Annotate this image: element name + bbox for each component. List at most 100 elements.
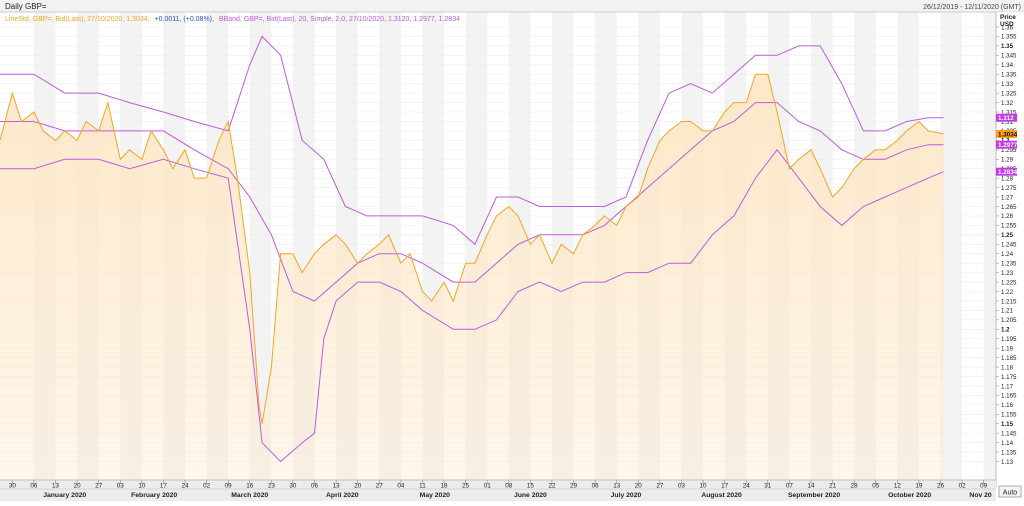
x-month-label: June 2020 [514, 492, 547, 499]
auto-scale-button[interactable] [998, 485, 1022, 498]
x-tick-label: 18 [441, 483, 449, 490]
x-tick-label: 31 [764, 483, 772, 490]
y-tick-label: 1.27 [1001, 194, 1014, 201]
y-tick-label: 1.185 [1001, 355, 1017, 362]
y-tick-label: 1.14 [1001, 440, 1014, 447]
y-tick-label: 1.31 [1001, 119, 1014, 126]
x-tick-label: 09 [980, 483, 988, 490]
x-tick-label: 08 [505, 483, 513, 490]
x-tick-label: 03 [678, 483, 686, 490]
x-tick-label: 27 [376, 483, 384, 490]
y-tick-label: 1.165 [1001, 393, 1017, 400]
legend-bband-label: BBand, GBP=, Bid(Last), 20, Simple, 2.0,… [219, 16, 460, 23]
y-tick-label: 1.135 [1001, 449, 1017, 456]
x-tick-label: 03 [117, 483, 125, 490]
week-band [940, 12, 963, 480]
x-tick-label: 24 [182, 483, 190, 490]
x-tick-label: 20 [635, 483, 643, 490]
legend-change: +0.0011, (+0.08%), [155, 16, 214, 23]
y-tick-label: 1.36 [1001, 24, 1014, 31]
x-tick-label: 20 [354, 483, 362, 490]
x-tick-label: 14 [807, 483, 815, 490]
y-tick-label: 1.22 [1001, 289, 1014, 296]
x-tick-label: 02 [203, 483, 211, 490]
legend: LineStd, GBP=, Bid(Last), 27/10/2020, 1.… [5, 16, 460, 23]
y-tick-label: 1.235 [1001, 260, 1017, 267]
date-range: 26/12/2019 - 12/11/2020 (GMT) [923, 4, 1021, 11]
x-tick-label: 16 [246, 483, 254, 490]
y-tick-label: 1.24 [1001, 251, 1014, 258]
price-badge-last [996, 129, 1017, 138]
y-tick-label: 1.34 [1001, 62, 1014, 69]
x-tick-label: 06 [30, 483, 38, 490]
bband-upper-line [0, 35, 944, 246]
x-tick-label: 13 [613, 483, 621, 490]
y-tick-label: 1.35 [1001, 43, 1014, 50]
y-tick-label: 1.195 [1001, 336, 1017, 343]
x-tick-label: 20 [74, 483, 82, 490]
week-band [983, 12, 996, 480]
y-tick-label: 1.15 [1001, 421, 1014, 428]
price-line [0, 73, 944, 424]
x-month-label: February 2020 [131, 492, 177, 499]
bband-lower-line [0, 148, 944, 463]
y-tick-label: 1.315 [1001, 109, 1017, 116]
price-area-fill [0, 74, 944, 480]
x-tick-label: 13 [52, 483, 60, 490]
x-tick-label: 30 [289, 483, 297, 490]
x-tick-label: 04 [397, 483, 405, 490]
y-tick-label: 1.29 [1001, 157, 1014, 164]
x-tick-label: 10 [138, 483, 146, 490]
x-tick-label: 17 [721, 483, 729, 490]
x-tick-label: 23 [268, 483, 276, 490]
x-tick-label: 15 [527, 483, 535, 490]
x-tick-label: 24 [743, 483, 751, 490]
y-tick-label: 1.17 [1001, 383, 1014, 390]
x-month-label: March 2020 [231, 492, 268, 499]
y-tick-label: 1.295 [1001, 147, 1017, 154]
price-axis-currency: USD [1000, 21, 1014, 28]
x-tick-label: 07 [786, 483, 794, 490]
x-tick-label: 17 [160, 483, 168, 490]
x-month-label: September 2020 [788, 492, 840, 499]
y-tick-label: 1.25 [1001, 232, 1014, 239]
x-tick-label: 27 [656, 483, 664, 490]
x-tick-label: 12 [894, 483, 902, 490]
x-tick-label: 30 [9, 483, 17, 490]
x-tick-label: 29 [570, 483, 578, 490]
y-tick-label: 1.325 [1001, 90, 1017, 97]
y-tick-label: 1.345 [1001, 53, 1017, 60]
x-tick-label: 09 [225, 483, 233, 490]
y-tick-label: 1.32 [1001, 100, 1014, 107]
x-tick-label: 10 [700, 483, 708, 490]
y-tick-label: 1.175 [1001, 374, 1017, 381]
window-title: Daily GBP= [5, 2, 47, 11]
x-month-label: January 2020 [43, 492, 86, 499]
x-month-label: Nov 20 [969, 492, 992, 499]
y-tick-label: 1.215 [1001, 298, 1017, 305]
x-tick-label: 28 [851, 483, 859, 490]
price-badge-label-mid: 1.2977 [998, 142, 1018, 149]
y-tick-label: 1.335 [1001, 72, 1017, 79]
x-tick-label: 25 [462, 483, 470, 490]
y-tick-label: 1.155 [1001, 412, 1017, 419]
y-tick-label: 1.275 [1001, 185, 1017, 192]
y-tick-label: 1.21 [1001, 308, 1014, 315]
x-month-label: July 2020 [611, 492, 642, 499]
y-tick-label: 1.19 [1001, 345, 1014, 352]
x-tick-label: 26 [937, 483, 945, 490]
y-tick-label: 1.23 [1001, 270, 1014, 277]
x-tick-label: 01 [484, 483, 492, 490]
x-tick-label: 21 [829, 483, 837, 490]
y-tick-label: 1.16 [1001, 402, 1014, 409]
x-tick-label: 19 [915, 483, 923, 490]
y-tick-label: 1.225 [1001, 279, 1017, 286]
y-tick-label: 1.26 [1001, 213, 1014, 220]
x-month-label: August 2020 [701, 492, 742, 499]
y-tick-label: 1.18 [1001, 364, 1014, 371]
price-badge-mid [996, 140, 1017, 149]
price-badge-label-last: 1.3034 [998, 131, 1018, 138]
x-month-label: May 2020 [420, 492, 450, 499]
